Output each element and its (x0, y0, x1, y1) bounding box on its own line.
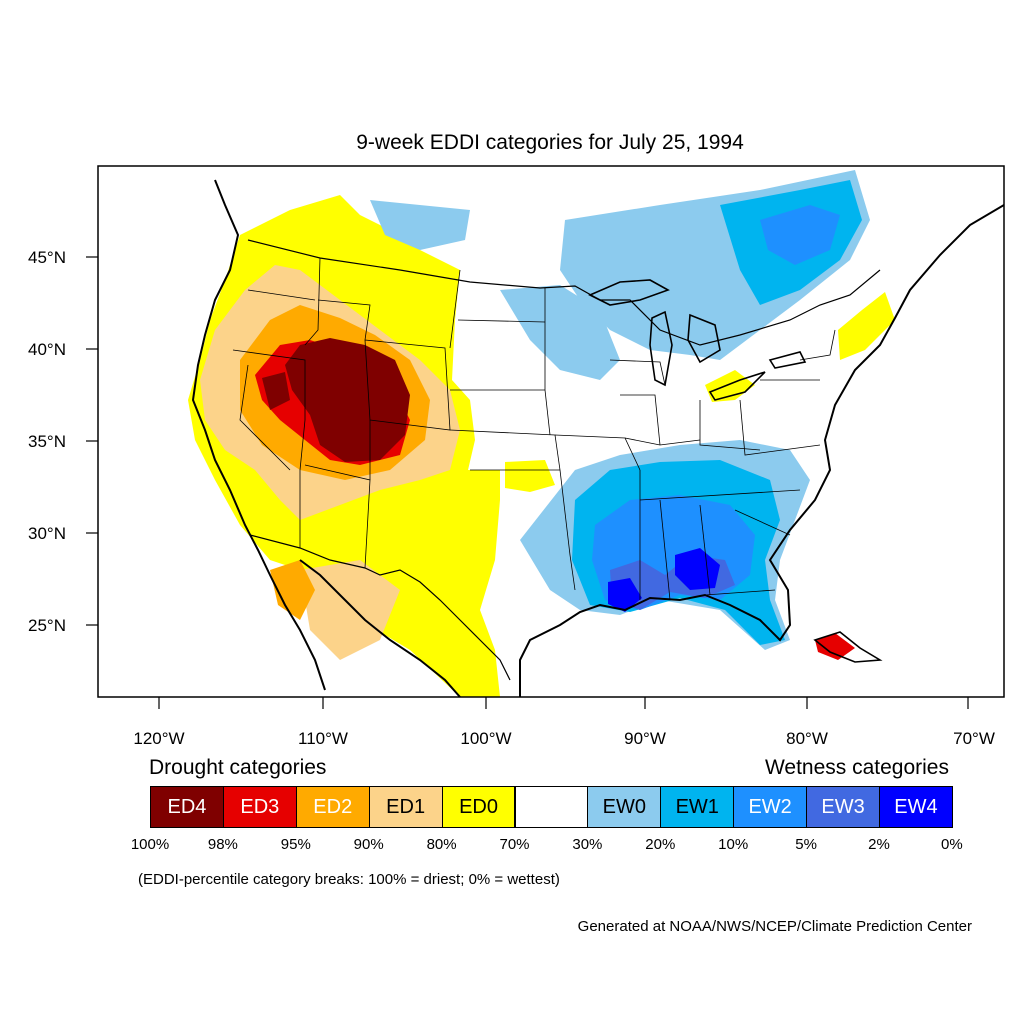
drought-ed4-core (285, 338, 410, 462)
drought-ed0-northeast (838, 292, 895, 360)
drought-ed4-nevada (262, 372, 290, 410)
lat-label-40n: 40°N (28, 340, 66, 359)
coastline (191, 179, 1004, 697)
lat-ticks (86, 256, 98, 626)
legend-box-ew0: EW0 (587, 786, 662, 828)
legend-break-label: 10% (718, 836, 749, 853)
legend-box-ed0: ED0 (441, 786, 516, 828)
drought-categories-heading: Drought categories (149, 756, 327, 779)
legend-break-label: 95% (280, 836, 311, 853)
state-borders (232, 257, 836, 601)
lon-ticks (158, 697, 969, 709)
us-mexico-border (249, 534, 511, 681)
legend-break-label: 2% (868, 836, 890, 853)
lat-label-35n: 35°N (28, 432, 66, 451)
drought-ed2-mexico (270, 560, 315, 620)
lon-tick-labels: 120°W 110°W 100°W 90°W 80°W 70°W (133, 729, 994, 748)
lake-ontario (768, 351, 807, 369)
wet-ew0-northern-plains (370, 200, 470, 250)
legend-break-label: 0% (941, 836, 963, 853)
legend-box-ew3: EW3 (806, 786, 880, 828)
legend-box-ed2: ED2 (295, 786, 370, 828)
legend-break-label: 90% (353, 836, 384, 853)
lon-label-100w: 100°W (460, 729, 511, 748)
legend-box-ed1: ED1 (368, 786, 443, 828)
wet-ew4-alabama (675, 548, 720, 590)
map-frame (97, 165, 1005, 698)
wet-ew0-midwest (500, 285, 620, 380)
legend-box-ed3: ED3 (222, 786, 297, 828)
legend-break-label: 80% (426, 836, 457, 853)
lake-erie (708, 371, 766, 401)
legend-break-label: 30% (572, 836, 603, 853)
legend-break-label: 20% (645, 836, 676, 853)
drought-ed0-plains (505, 460, 555, 492)
cuba-outline (813, 631, 883, 663)
map-title: 9-week EDDI categories for July 25, 1994 (356, 131, 744, 154)
lat-label-45n: 45°N (28, 248, 66, 267)
lon-label-90w: 90°W (624, 729, 666, 748)
legend-box-ew2: EW2 (733, 786, 808, 828)
legend-break-label: 70% (499, 836, 530, 853)
drought-ed0-ohio (705, 370, 755, 402)
wet-ew4-louisiana (608, 578, 642, 612)
legend-break-label: 98% (207, 836, 238, 853)
map-fields (188, 170, 1004, 697)
legend-box-neutral (514, 786, 589, 828)
lon-label-70w: 70°W (953, 729, 995, 748)
drought-ed3-cuba (815, 633, 855, 660)
legend-box-ed4: ED4 (150, 786, 224, 828)
legend-break-label: 5% (795, 836, 817, 853)
lon-label-120w: 120°W (133, 729, 184, 748)
credit-text: Generated at NOAA/NWS/NCEP/Climate Predi… (577, 918, 972, 935)
wet-ew2-north (760, 205, 840, 265)
lon-label-80w: 80°W (786, 729, 828, 748)
drought-ed1-mexico (300, 560, 400, 660)
lake-superior (588, 279, 670, 306)
legend-break-label: 100% (130, 836, 170, 853)
lat-label-25n: 25°N (28, 616, 66, 635)
legend-box-ew4: EW4 (879, 786, 953, 828)
us-canada-border (247, 239, 881, 346)
lat-label-30n: 30°N (28, 524, 66, 543)
lon-label-110w: 110°W (298, 729, 348, 748)
legend-note: (EDDI-percentile category breaks: 100% =… (138, 871, 560, 888)
lat-tick-labels: 45°N 40°N 35°N 30°N 25°N (28, 248, 66, 635)
wetness-categories-heading: Wetness categories (764, 756, 949, 779)
lake-huron (687, 313, 721, 364)
legend-box-ew1: EW1 (660, 786, 735, 828)
